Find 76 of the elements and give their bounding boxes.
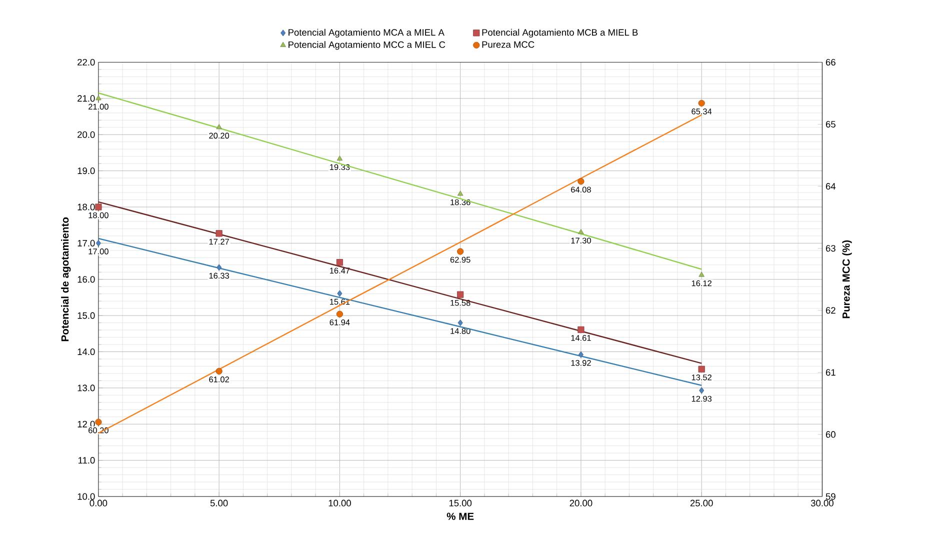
y2-tick-label: 59 <box>826 493 836 500</box>
data-label: 61.94 <box>330 320 350 326</box>
point <box>578 351 584 358</box>
point <box>698 366 705 373</box>
data-label: 13.52 <box>692 374 712 380</box>
point <box>457 248 464 255</box>
y2-tick-label: 64 <box>826 183 836 190</box>
data-label: 61.02 <box>209 376 229 383</box>
x-axis-title: % ME <box>446 512 474 520</box>
point <box>457 190 464 196</box>
x-tick-label: 5.00 <box>210 500 228 506</box>
y-tick-label: 15.0 <box>78 312 95 319</box>
point <box>216 368 222 375</box>
y-tick-label: 21.0 <box>78 95 95 102</box>
point <box>578 229 584 234</box>
data-label: 15.58 <box>450 300 470 306</box>
y-tick-label: 22.0 <box>78 59 95 66</box>
point <box>336 259 343 266</box>
point <box>457 291 464 298</box>
legend-label: Pureza MCC <box>482 41 534 48</box>
point <box>578 326 584 334</box>
y-tick-label: 11.0 <box>78 457 95 464</box>
x-tick-label: 30.00 <box>810 500 834 506</box>
data-label: 62.95 <box>450 256 470 263</box>
legend-label: Potencial Agotamiento MCC a MIEL C <box>288 41 446 50</box>
y2-tick-label: 66 <box>826 59 836 66</box>
x-tick-label: 25.00 <box>690 500 713 506</box>
point <box>337 290 342 297</box>
legend-label: Potencial Agotamiento MCA a MIEL A <box>288 29 444 38</box>
point <box>578 178 584 185</box>
y2-tick-label: 62 <box>826 307 836 314</box>
point <box>336 156 343 161</box>
y2-axis-title: Pureza MCC (%) <box>842 240 852 318</box>
point <box>458 320 463 326</box>
data-label: 14.61 <box>571 335 591 341</box>
legend-label: Potencial Agotamiento MCB a MIEL B <box>482 29 638 38</box>
point <box>95 204 102 210</box>
data-label: 18.00 <box>88 212 108 218</box>
data-label: 17.30 <box>571 238 591 244</box>
x-tick-label: 0.00 <box>90 500 108 506</box>
y2-tick-label: 63 <box>826 245 836 252</box>
point <box>698 100 705 107</box>
point <box>96 95 102 100</box>
y2-tick-label: 60 <box>826 431 836 438</box>
point <box>699 387 704 394</box>
data-label: 17.27 <box>209 238 229 245</box>
point <box>698 272 704 277</box>
x-tick-label: 15.00 <box>449 500 472 506</box>
y-axis-title: Potencial de agotamiento <box>61 218 71 342</box>
y2-tick-label: 65 <box>826 121 836 128</box>
point <box>216 124 222 130</box>
data-label: 65.34 <box>692 108 712 114</box>
y-tick-label: 17.0 <box>78 240 95 247</box>
y-tick-label: 13.0 <box>78 384 95 392</box>
point <box>216 230 222 237</box>
data-label: 16.33 <box>209 272 230 279</box>
data-label: 64.08 <box>571 186 591 193</box>
point <box>96 240 101 247</box>
y-tick-label: 19.0 <box>78 168 95 174</box>
x-tick-label: 20.00 <box>570 500 592 506</box>
data-label: 13.92 <box>571 360 591 366</box>
data-label: 21.00 <box>88 104 108 110</box>
y-tick-label: 10.0 <box>78 493 95 500</box>
y-tick-label: 14.0 <box>78 348 95 356</box>
x-tick-label: 10.00 <box>328 500 351 506</box>
data-label: 16.12 <box>692 280 712 286</box>
point <box>216 264 222 271</box>
data-label: 20.20 <box>209 132 230 139</box>
data-label: 12.93 <box>692 396 712 402</box>
y-tick-label: 16.0 <box>78 276 95 283</box>
y-tick-label: 18.0 <box>78 204 95 210</box>
data-label: 17.00 <box>88 248 108 254</box>
point <box>336 310 343 318</box>
point <box>95 418 102 426</box>
y-tick-label: 20.0 <box>78 131 95 138</box>
y2-tick-label: 61 <box>826 369 836 376</box>
